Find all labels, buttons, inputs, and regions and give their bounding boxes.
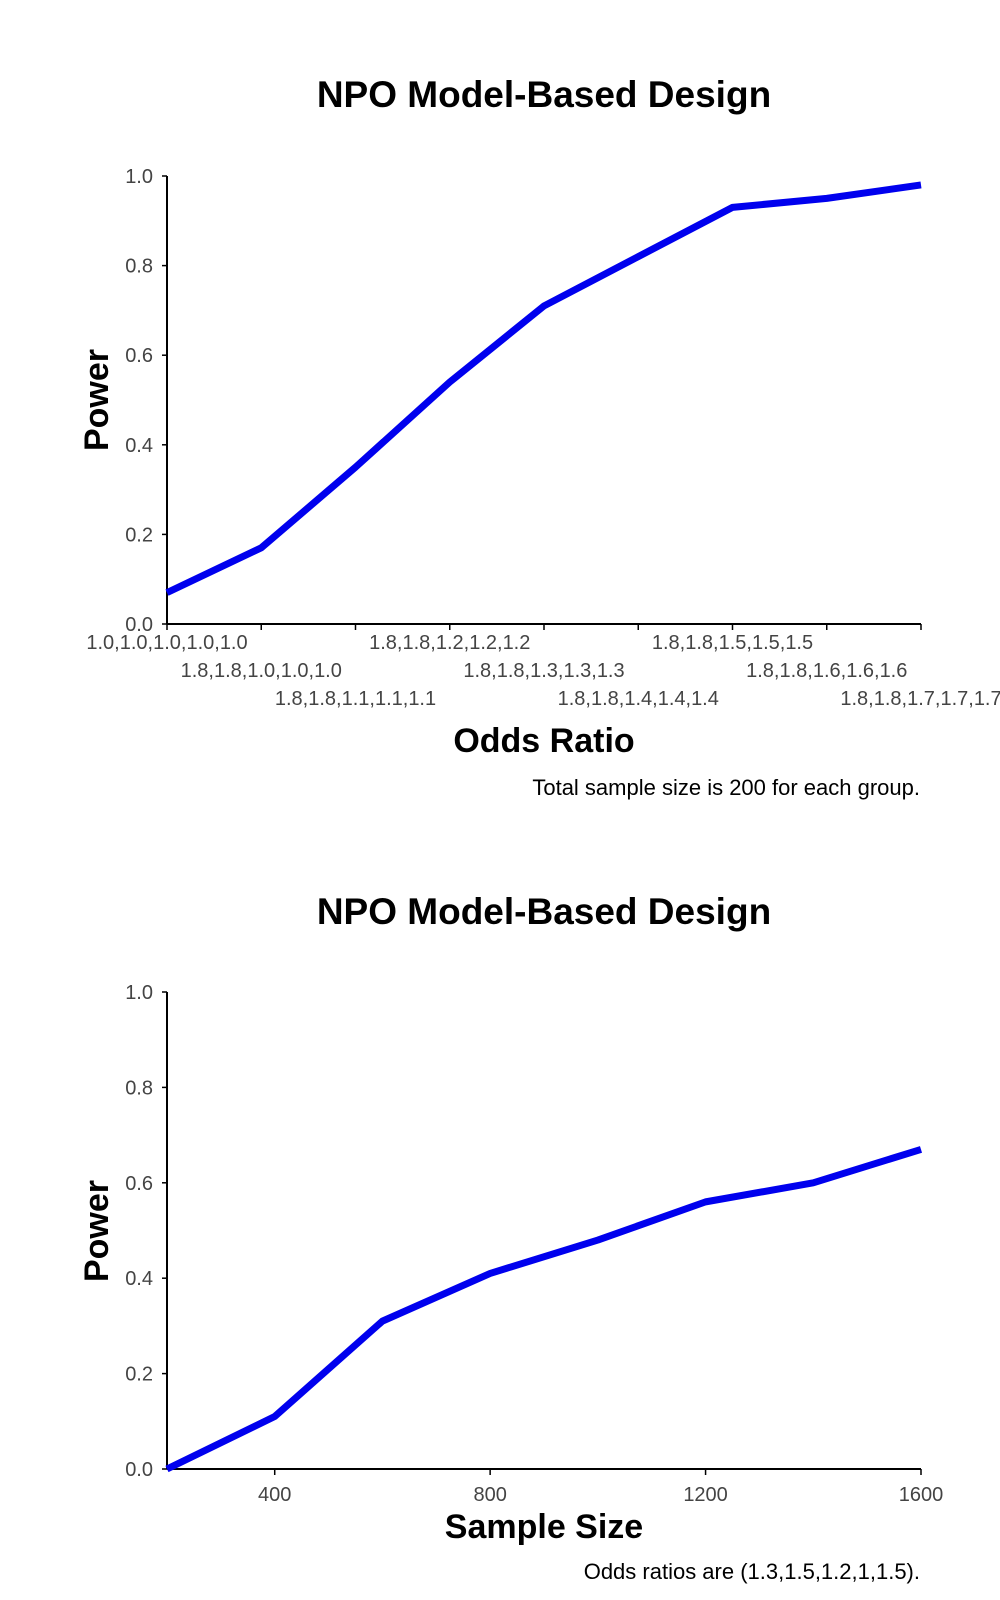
chart-caption: Total sample size is 200 for each group. bbox=[532, 775, 920, 800]
chart-caption: Odds ratios are (1.3,1.5,1.2,1,1.5). bbox=[584, 1559, 920, 1584]
y-tick-label: 0.6 bbox=[125, 345, 153, 367]
x-tick-label: 1.8,1.8,1.6,1.6,1.6 bbox=[746, 660, 907, 682]
y-tick-label: 0.4 bbox=[125, 1268, 153, 1290]
y-tick-label: 0.2 bbox=[125, 1364, 153, 1386]
x-tick-label: 1.8,1.8,1.0,1.0,1.0 bbox=[181, 660, 342, 682]
y-tick-label: 0.4 bbox=[125, 435, 153, 457]
chart-sample-size: NPO Model-Based Design Power Sample Size… bbox=[78, 891, 943, 1584]
x-tick-label: 1200 bbox=[683, 1484, 728, 1506]
y-tick-label: 0.8 bbox=[125, 256, 153, 278]
y-tick-label: 0.2 bbox=[125, 524, 153, 546]
x-tick-label: 1.8,1.8,1.2,1.2,1.2 bbox=[369, 632, 530, 654]
x-tick-label: 800 bbox=[473, 1484, 506, 1506]
power-series-line bbox=[165, 1146, 923, 1473]
x-tick-label: 1.8,1.8,1.5,1.5,1.5 bbox=[652, 632, 813, 654]
y-tick-label: 1.0 bbox=[125, 982, 153, 1004]
chart-title: NPO Model-Based Design bbox=[317, 891, 771, 932]
x-axis-label: Odds Ratio bbox=[453, 722, 634, 760]
y-tick-label: 0.8 bbox=[125, 1077, 153, 1099]
power-series-line bbox=[165, 181, 922, 596]
y-tick-label: 0.0 bbox=[125, 1459, 153, 1481]
x-axis-label: Sample Size bbox=[445, 1508, 643, 1546]
y-axis-label: Power bbox=[78, 349, 116, 451]
x-tick-label: 1.8,1.8,1.7,1.7,1.7 bbox=[840, 688, 1000, 710]
x-tick-label: 1.8,1.8,1.1,1.1,1.1 bbox=[275, 688, 436, 710]
x-tick-label: 400 bbox=[258, 1484, 291, 1506]
y-tick-label: 0.6 bbox=[125, 1173, 153, 1195]
y-tick-label: 0.0 bbox=[125, 614, 153, 636]
y-tick-label: 1.0 bbox=[125, 166, 153, 188]
x-tick-label: 1600 bbox=[899, 1484, 944, 1506]
x-tick-label: 1.8,1.8,1.3,1.3,1.3 bbox=[463, 660, 624, 682]
chart-title: NPO Model-Based Design bbox=[317, 74, 771, 115]
x-tick-label: 1.8,1.8,1.4,1.4,1.4 bbox=[558, 688, 719, 710]
x-tick-label: 1.0,1.0,1.0,1.0,1.0 bbox=[86, 632, 247, 654]
y-axis-label: Power bbox=[78, 1180, 116, 1282]
chart-odds-ratio: NPO Model-Based Design Power Odds Ratio … bbox=[78, 74, 1000, 800]
